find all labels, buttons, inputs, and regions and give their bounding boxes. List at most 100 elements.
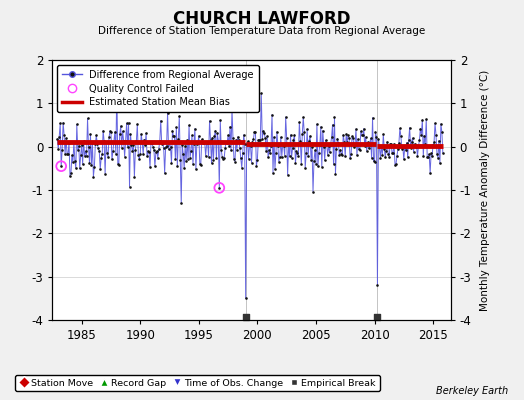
Point <box>306 133 314 139</box>
Point <box>167 160 176 166</box>
Point <box>123 120 131 126</box>
Point <box>376 155 385 161</box>
Point <box>414 143 423 150</box>
Point <box>374 136 383 142</box>
Point <box>254 136 263 143</box>
Point <box>407 138 416 145</box>
Point <box>357 132 366 138</box>
Point <box>300 129 309 136</box>
Point <box>83 115 92 122</box>
Point <box>382 148 390 154</box>
Point <box>99 127 107 134</box>
Point <box>106 128 114 134</box>
Point <box>420 132 429 139</box>
Point <box>144 148 152 154</box>
Point <box>357 128 365 135</box>
Point <box>69 159 77 165</box>
Point <box>419 153 428 160</box>
Point <box>88 140 96 147</box>
Point <box>282 135 291 141</box>
Point <box>402 140 411 146</box>
Point <box>172 124 181 130</box>
Point <box>80 153 89 159</box>
Point <box>108 156 116 163</box>
Point <box>115 162 123 168</box>
Point <box>155 146 163 152</box>
Point <box>77 152 85 158</box>
Point <box>248 138 257 145</box>
Point <box>102 138 110 145</box>
Point <box>428 153 436 159</box>
Point <box>198 136 206 143</box>
Point <box>134 151 143 158</box>
Point <box>250 128 259 135</box>
Point <box>377 142 386 149</box>
Point <box>205 118 214 124</box>
Point <box>301 164 309 171</box>
Point <box>430 139 438 146</box>
Point <box>55 134 63 140</box>
Point <box>146 164 154 170</box>
Point <box>183 137 191 143</box>
Point <box>66 173 74 179</box>
Point <box>385 154 394 160</box>
Point <box>221 144 230 151</box>
Point <box>261 134 269 141</box>
Point <box>110 138 118 145</box>
Point <box>75 165 84 172</box>
Point <box>140 136 148 143</box>
Point <box>280 152 289 159</box>
Point <box>194 140 202 146</box>
Point <box>375 144 384 150</box>
Point <box>149 143 157 150</box>
Point <box>130 174 138 180</box>
Point <box>400 144 409 150</box>
Point <box>251 129 259 135</box>
Point <box>212 155 221 161</box>
Point <box>80 138 88 144</box>
Point <box>237 164 246 171</box>
Point <box>388 150 396 156</box>
Point <box>258 136 266 142</box>
Point <box>263 133 271 139</box>
Point <box>177 200 185 206</box>
Point <box>271 166 279 172</box>
Point <box>356 146 364 153</box>
Point <box>366 135 375 142</box>
Point <box>208 160 216 166</box>
Point <box>158 140 167 146</box>
Point <box>294 152 302 159</box>
Point <box>174 135 182 142</box>
Point <box>175 113 183 120</box>
Point <box>283 172 292 178</box>
Point <box>277 134 285 140</box>
Point <box>195 161 204 167</box>
Point <box>324 142 333 149</box>
Point <box>67 170 75 176</box>
Point <box>178 142 187 148</box>
Point <box>364 139 372 145</box>
Point <box>68 152 76 158</box>
Point <box>352 126 360 132</box>
Point <box>328 134 336 141</box>
Point <box>215 185 224 191</box>
Point <box>315 142 324 148</box>
Legend: Difference from Regional Average, Quality Control Failed, Estimated Station Mean: Difference from Regional Average, Qualit… <box>57 65 259 112</box>
Point <box>308 144 316 151</box>
Point <box>211 128 220 134</box>
Point <box>305 137 313 144</box>
Point <box>228 106 236 112</box>
Point <box>369 158 378 164</box>
Point <box>135 156 144 162</box>
Point <box>233 146 241 153</box>
Point <box>332 146 341 152</box>
Point <box>236 144 244 151</box>
Point <box>256 136 265 143</box>
Point <box>119 138 128 144</box>
Point <box>265 147 274 153</box>
Point <box>78 142 86 148</box>
Point <box>53 136 61 142</box>
Point <box>299 114 308 120</box>
Point <box>421 141 430 148</box>
Point <box>426 170 434 176</box>
